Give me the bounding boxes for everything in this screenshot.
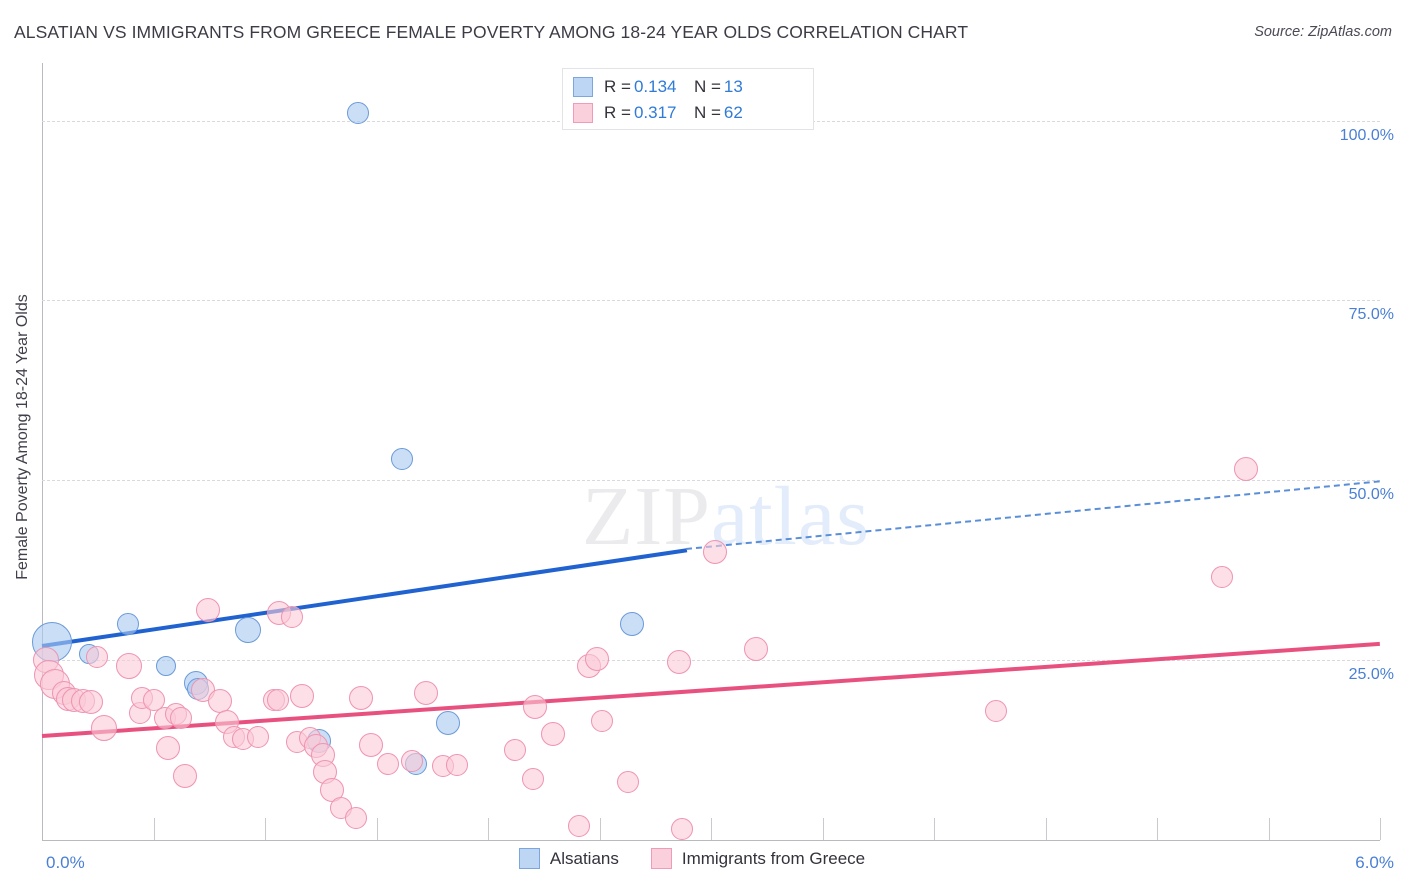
data-point-pink[interactable] [590,710,613,733]
data-point-pink[interactable] [85,646,108,669]
data-point-pink[interactable] [115,652,142,679]
data-point-blue[interactable] [346,102,369,125]
data-point-pink[interactable] [568,814,591,837]
y-axis-line [42,63,43,840]
data-point-pink[interactable] [358,733,383,758]
stats-n-value-0: 13 [723,77,743,96]
legend-item-immigrants-from-greece[interactable]: Immigrants from Greece [650,848,866,869]
data-point-pink[interactable] [1234,457,1259,482]
trend-line-alsatians-solid [41,547,687,648]
stats-r-label-0: R = [604,77,631,96]
data-point-pink[interactable] [671,818,693,841]
stats-row-alsatians: R = 0.134 N = 13 [573,74,803,100]
legend-item-alsatians[interactable]: Alsatians [518,848,619,869]
correlation-stats-box: R = 0.134 N = 13 R = 0.317 N = 62 [562,68,814,130]
y-axis-tick-label: 75.0% [1348,306,1394,324]
data-point-blue[interactable] [391,447,414,470]
stats-r-value-1: 0.317 [633,103,677,122]
data-point-pink[interactable] [280,605,303,628]
data-point-pink[interactable] [208,689,233,714]
data-point-pink[interactable] [348,685,373,710]
y-axis-tick-label: 25.0% [1348,666,1394,684]
x-axis-tick [822,818,824,840]
legend-label-immigrants-from-greece: Immigrants from Greece [681,848,866,868]
data-point-blue[interactable] [235,616,262,643]
trend-line-alsatians-dashed [686,480,1381,550]
y-axis-tick-label: 100.0% [1339,126,1394,144]
y-axis-tick-label: 50.0% [1348,486,1394,504]
legend-swatch-immigrants-from-greece [650,848,672,869]
data-point-pink[interactable] [289,684,314,709]
data-point-pink[interactable] [617,771,640,794]
data-point-blue[interactable] [155,655,176,676]
source-attribution: Source: ZipAtlas.com [1254,24,1392,40]
data-point-pink[interactable] [172,763,197,788]
stats-r-value-0: 0.134 [633,77,677,96]
x-axis-max-label: 6.0% [1355,853,1394,872]
data-point-pink[interactable] [503,739,526,762]
stats-swatch-pink [573,103,593,123]
x-axis-tick [711,818,712,840]
data-point-pink[interactable] [522,694,547,719]
x-axis-tick [934,818,935,840]
stats-r-label-1: R = [604,103,631,122]
data-point-pink[interactable] [743,637,768,662]
stats-n-value-1: 62 [723,103,743,122]
data-point-pink[interactable] [79,689,104,714]
trend-line-immigrants-from-greece-solid [41,641,1381,738]
data-point-pink[interactable] [401,749,424,772]
x-axis-tick [1268,818,1270,840]
data-point-pink[interactable] [703,540,728,565]
data-point-pink[interactable] [1210,566,1233,589]
stats-row-immigrants-from-greece: R = 0.317 N = 62 [573,100,803,126]
x-axis-line [42,840,1380,841]
plot-area: ZIPatlas [32,63,1381,841]
data-point-blue[interactable] [116,613,139,636]
x-axis-tick [1380,818,1381,840]
data-point-pink[interactable] [540,722,565,747]
data-point-blue[interactable] [619,612,644,637]
x-axis-tick [376,818,378,840]
x-axis-tick [599,818,601,840]
data-point-pink[interactable] [91,715,118,742]
data-point-pink[interactable] [413,680,438,705]
x-axis-tick [1045,818,1047,840]
data-point-pink[interactable] [445,754,468,777]
data-point-pink[interactable] [985,699,1008,722]
data-point-pink[interactable] [345,807,368,830]
legend-label-alsatians: Alsatians [549,848,619,868]
page-title: ALSATIAN VS IMMIGRANTS FROM GREECE FEMAL… [14,22,969,42]
data-point-pink[interactable] [666,650,691,675]
y-axis-label: Female Poverty Among 18-24 Year Olds [14,294,31,580]
x-axis-tick [1157,818,1158,840]
data-point-pink[interactable] [247,726,270,749]
watermark-atlas: atlas [711,470,870,563]
data-point-pink[interactable] [142,688,165,711]
series-legend: Alsatians Immigrants from Greece [0,848,1406,869]
data-point-pink[interactable] [196,597,221,622]
x-axis-tick [153,818,155,840]
data-point-pink[interactable] [376,752,399,775]
x-axis-tick [488,818,489,840]
x-axis-min-label: 0.0% [46,853,85,872]
x-axis-tick [265,818,266,840]
gridline-y [42,660,1380,662]
stats-n-label-0: N = [693,77,721,96]
gridline-y [42,300,1380,302]
data-point-pink[interactable] [170,706,193,729]
stats-swatch-blue [573,77,593,97]
gridline-y [42,480,1380,482]
data-point-blue[interactable] [435,710,460,735]
data-point-pink[interactable] [155,735,180,760]
data-point-pink[interactable] [267,689,290,712]
data-point-pink[interactable] [585,646,610,671]
stats-n-label-1: N = [693,103,721,122]
data-point-pink[interactable] [521,767,544,790]
legend-swatch-alsatians [518,848,540,869]
